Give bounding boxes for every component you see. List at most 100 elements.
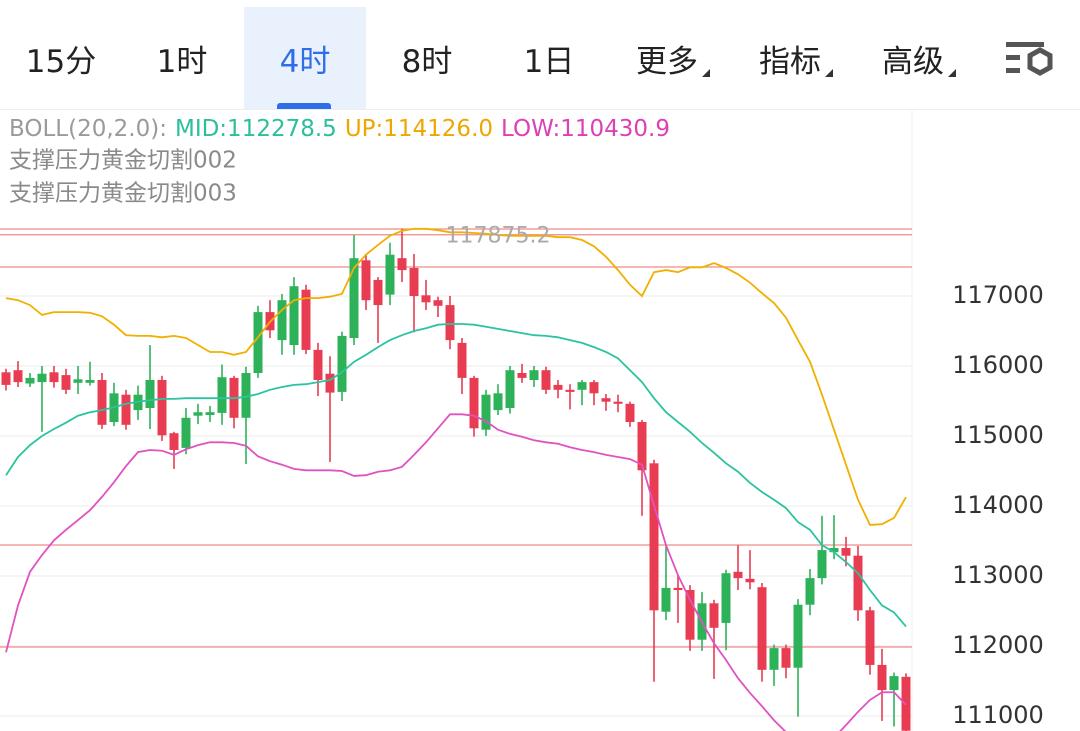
boll-line: [5, 227, 907, 526]
dropdown-arrow: [948, 69, 956, 77]
candle-body: [589, 382, 599, 394]
candle-body: [409, 267, 419, 296]
candle-body: [169, 433, 179, 451]
candle-body: [541, 370, 551, 390]
candle-body: [685, 590, 695, 640]
y-tick-label: 115000: [952, 421, 1044, 449]
plot-area: [0, 227, 912, 731]
tab-label: 8时: [401, 43, 453, 80]
candle-body: [25, 377, 35, 384]
candle-body: [493, 393, 503, 411]
period-tab-bar: 15分 1时 4时 8时 1日 更多 指标 高级: [0, 0, 1080, 110]
candle-body: [121, 394, 131, 425]
tab-dropdown[interactable]: 指标: [735, 7, 857, 109]
tab[interactable]: 4时: [244, 7, 366, 109]
candle-body: [805, 578, 815, 605]
tab-label: 1时: [156, 43, 208, 80]
candle-body: [889, 676, 899, 691]
candle-body: [373, 279, 383, 306]
candle-body: [625, 403, 635, 423]
candle-body: [217, 377, 227, 413]
candle-body: [673, 587, 683, 591]
legend-entry: BOLL(20,2.0):: [9, 116, 167, 142]
settings-icon[interactable]: [1004, 40, 1056, 80]
tab-label: 指标: [759, 43, 821, 80]
candle-body: [313, 349, 323, 381]
candle-body: [253, 312, 263, 374]
candle-body: [61, 375, 71, 390]
candle-body: [445, 305, 455, 341]
candle-body: [349, 258, 359, 339]
candle-body: [37, 373, 47, 383]
candle-body: [661, 587, 671, 612]
candle-body: [721, 573, 731, 623]
y-tick-label: 114000: [952, 491, 1044, 519]
candle-body: [277, 300, 287, 341]
candle-body: [301, 289, 311, 350]
candle-body: [337, 335, 347, 392]
candle-body: [757, 587, 767, 670]
tab[interactable]: 1日: [488, 7, 610, 109]
candle-body: [793, 604, 803, 668]
boll-legend: BOLL(20,2.0): MID:112278.5 UP:114126.0 LOW:…: [9, 116, 670, 142]
candle-body: [505, 370, 515, 409]
boll-line: [5, 413, 907, 731]
candle-body: [841, 548, 851, 556]
candle-body: [205, 412, 215, 416]
legend-entry: LOW:110430.9: [501, 116, 670, 142]
candle-body: [397, 258, 407, 271]
candle-body: [481, 394, 491, 430]
candle-body: [289, 286, 299, 346]
candle-body: [601, 398, 611, 402]
tab[interactable]: 15分: [0, 7, 122, 109]
candle-body: [325, 373, 335, 393]
candle-body: [853, 555, 863, 611]
candle-body: [469, 377, 479, 429]
candle-body: [745, 578, 755, 583]
candle-body: [733, 571, 743, 579]
candle-body: [877, 664, 887, 691]
candle-body: [565, 389, 575, 392]
candle-body: [709, 603, 719, 628]
candle-body: [829, 548, 839, 553]
candle-body: [769, 648, 779, 670]
candle-body: [181, 417, 191, 448]
indicator-label: 支撑压力黄金切割002: [9, 148, 237, 174]
candle-body: [817, 550, 827, 579]
level-price-label: 117875.2: [446, 224, 551, 249]
candle-body: [85, 380, 95, 383]
y-tick-label: 116000: [952, 351, 1044, 379]
candle-body: [1, 372, 11, 385]
candle-body: [73, 379, 83, 383]
candle-body: [361, 260, 371, 301]
candle-body: [157, 380, 167, 436]
indicator-label: 支撑压力黄金切割003: [9, 181, 237, 207]
y-axis: 111000 112000 113000 114000 115000 116000 1170…: [952, 281, 1044, 729]
tab-label: 高级: [882, 43, 944, 80]
tab-label: 1日: [523, 43, 575, 80]
candle-body: [49, 372, 59, 383]
candle-body: [865, 610, 875, 665]
y-tick-label: 117000: [952, 281, 1044, 309]
candle-body: [613, 401, 623, 404]
candle-body: [385, 254, 395, 295]
tab[interactable]: 1时: [121, 7, 243, 109]
tab-label: 15分: [25, 43, 97, 80]
candle-body: [145, 380, 155, 409]
candle-body: [781, 648, 791, 668]
candle-body: [649, 463, 659, 611]
candle-body: [193, 412, 203, 416]
legend-entry: MID:112278.5: [175, 116, 337, 142]
tab[interactable]: 8时: [366, 7, 488, 109]
candle-body: [13, 370, 23, 383]
y-tick-label: 111000: [952, 701, 1044, 729]
legend-entry: UP:114126.0: [345, 116, 493, 142]
candle-body: [457, 342, 467, 378]
tab-dropdown[interactable]: 高级: [858, 7, 980, 109]
tab-label: 4时: [279, 43, 331, 80]
tab-dropdown[interactable]: 更多: [612, 7, 734, 109]
candle-body: [97, 380, 107, 425]
dropdown-arrow: [702, 69, 710, 77]
candle-body: [517, 373, 527, 378]
